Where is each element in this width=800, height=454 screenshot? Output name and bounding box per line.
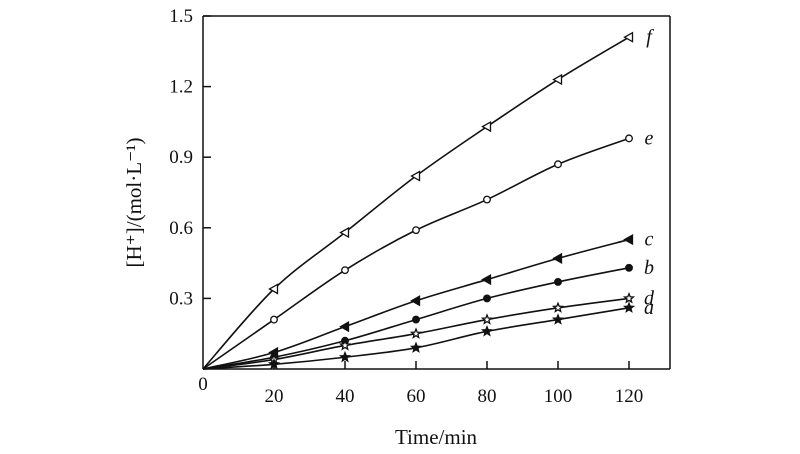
y-tick-label: 0.3 (169, 288, 193, 309)
y-ticks: 0.3 0.6 0.9 1.2 1.5 (169, 6, 211, 309)
series-label: f (646, 26, 654, 48)
data-point (622, 301, 636, 313)
data-point (554, 160, 562, 169)
data-point (623, 233, 634, 246)
data-point (480, 324, 494, 337)
series-label: d (644, 287, 655, 309)
series-e: e (202, 127, 654, 370)
data-point (554, 277, 562, 286)
x-tick-label: 100 (544, 386, 573, 407)
x-tick-label: 60 (407, 386, 426, 407)
data-point (483, 195, 491, 204)
data-point (341, 266, 349, 275)
y-tick-label: 0.9 (169, 147, 193, 168)
y-tick-label: 1.2 (169, 77, 193, 98)
data-point (267, 357, 281, 370)
data-point (412, 226, 420, 235)
data-point (270, 315, 278, 324)
data-point (552, 252, 563, 265)
data-point (338, 339, 352, 351)
data-point (409, 327, 423, 339)
x-tick-label: 80 (478, 386, 497, 407)
series-label: b (644, 257, 654, 279)
data-point (409, 341, 423, 353)
series-label: c (645, 229, 654, 251)
data-point (625, 263, 633, 272)
data-point (480, 313, 494, 325)
y-axis-title: [H⁺]/(mol·L⁻¹) (122, 138, 146, 268)
data-point (338, 350, 352, 363)
data-point (622, 292, 636, 304)
data-point (625, 134, 633, 143)
data-point (410, 170, 421, 182)
data-point (481, 120, 492, 133)
y-tick-label: 1.5 (169, 6, 193, 27)
series-f: f (202, 26, 654, 370)
x-axis-title: Time/min (395, 425, 478, 449)
data-point (551, 313, 565, 325)
x-tick-label: 20 (265, 386, 284, 407)
x-tick-label: 40 (336, 386, 355, 407)
data-point (551, 301, 565, 313)
series-a: a (202, 297, 654, 370)
series-label: e (645, 127, 654, 149)
data-point (339, 226, 350, 239)
data-point (268, 283, 279, 295)
data-point (623, 31, 634, 43)
x-tick-label: 120 (615, 386, 644, 407)
data-point (410, 295, 421, 307)
x-ticks: 0 20 40 60 80 100 120 (198, 361, 643, 407)
data-point (483, 294, 491, 303)
plot-frame (202, 15, 671, 370)
y-tick-label: 0.6 (169, 218, 193, 239)
data-point (481, 273, 492, 286)
data-point (552, 73, 563, 86)
data-point (412, 315, 420, 324)
series-label: a (644, 297, 654, 319)
data-point (339, 321, 350, 333)
series-c: c (202, 229, 654, 370)
origin-label: 0 (198, 374, 208, 395)
